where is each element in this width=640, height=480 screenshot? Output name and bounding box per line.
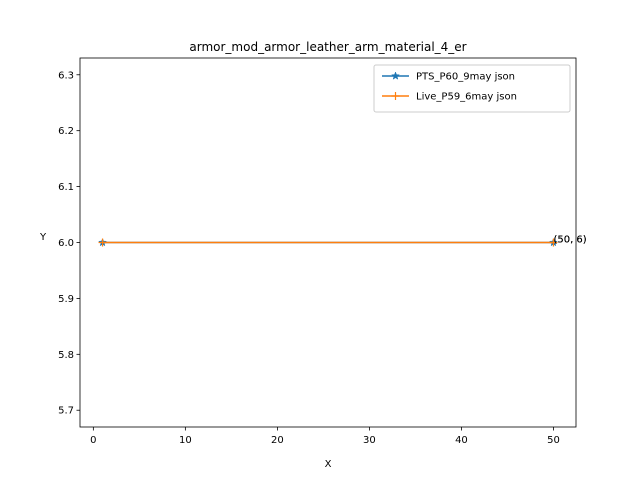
x-tick-label: 0 [90, 435, 96, 446]
y-tick-label: 6.1 [58, 182, 74, 193]
chart-title: armor_mod_armor_leather_arm_material_4_e… [189, 40, 466, 54]
legend-frame [373, 64, 571, 113]
point-marker [391, 71, 400, 80]
legend-label: PTS_P60_9may json [416, 72, 515, 83]
y-axis-label: Y [39, 232, 47, 243]
point-marker [391, 92, 400, 100]
x-tick-label: 40 [455, 435, 468, 446]
data-annotation: (50, 6) [553, 235, 586, 246]
x-tick-label: 50 [547, 435, 560, 446]
y-tick-label: 6.0 [58, 238, 74, 249]
series-2 [98, 238, 558, 247]
y-tick-label: 6.2 [58, 126, 74, 137]
point-marker [549, 238, 558, 247]
x-tick-label: 10 [179, 435, 192, 446]
axes-frame [79, 57, 577, 428]
x-tick-label: 30 [363, 435, 376, 446]
y-tick-label: 5.7 [58, 406, 74, 417]
data-annotation: (50, 6) [553, 235, 586, 246]
legend: PTS_P60_9may json Live_P59_6may json [373, 64, 571, 113]
y-tick-label: 5.9 [58, 294, 74, 305]
legend-label: Live_P59_6may json [416, 92, 517, 103]
x-tick-label: 20 [271, 435, 284, 446]
plot-area: 0 10 20 30 40 505.75.85.96.06.16.26.3(50, 6)(… [58, 57, 587, 446]
point-marker [98, 238, 107, 247]
y-tick-label: 6.3 [58, 70, 74, 81]
x-axis-label: X [325, 459, 332, 470]
y-tick-label: 5.8 [58, 350, 74, 361]
